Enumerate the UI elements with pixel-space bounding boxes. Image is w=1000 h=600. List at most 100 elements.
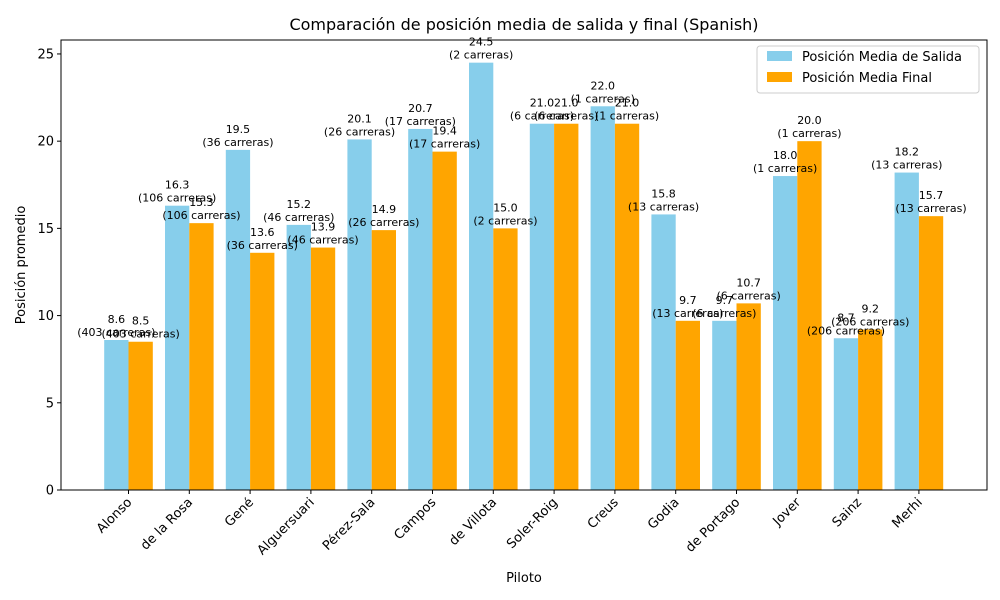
- x-tick-label-gene: Gené: [222, 495, 257, 530]
- legend-box: [756, 45, 980, 94]
- races-label-final-soler-roig: (6 carreras): [534, 110, 598, 123]
- races-label-final-sainz: (206 carreras): [831, 316, 909, 329]
- bar-salida-alonso: [104, 340, 129, 490]
- bar-salida-gene: [225, 149, 251, 490]
- y-axis: 0 5 10 15 20 25: [37, 47, 61, 499]
- races-label-salida-campos: (17 carreras): [385, 115, 456, 128]
- races-label-final-de-la-rosa: (106 carreras): [162, 209, 240, 222]
- data-label-salida-sainz: 8.7: [837, 311, 855, 324]
- races-label-salida-de-villota: (2 carreras): [449, 49, 513, 62]
- data-label-salida-alguersuari: 15.2: [287, 198, 312, 211]
- bar-salida-sainz: [833, 338, 859, 490]
- bar-final-sainz: [858, 329, 883, 490]
- bar-salida-de-villota: [469, 62, 494, 491]
- races-label-final-gene: (36 carreras): [227, 239, 298, 252]
- races-label-final-creus: (1 carreras): [595, 110, 659, 123]
- x-tick-label-alonso: Alonso: [94, 495, 135, 536]
- bar-salida-merhi: [894, 172, 919, 490]
- bar-salida-creus: [590, 106, 615, 490]
- bar-final-alguersuari: [310, 247, 336, 490]
- data-label-salida-de-villota: 24.5: [469, 36, 494, 49]
- y-tick-label-0: 0: [46, 484, 54, 499]
- races-label-salida-jover: (1 carreras): [753, 162, 817, 175]
- bar-final-perez-sala: [371, 230, 396, 490]
- data-label-salida-godia: 15.8: [651, 187, 676, 200]
- races-label-salida-alguersuari: (46 carreras): [263, 211, 334, 224]
- data-label-final-alonso: 8.5: [132, 315, 150, 328]
- x-tick-label-godia: Godia: [645, 495, 682, 532]
- data-label-final-soler-roig: 21.0: [554, 97, 579, 110]
- x-tick-label-sainz: Sainz: [830, 495, 865, 530]
- races-label-salida-gene: (36 carreras): [202, 136, 273, 149]
- races-label-final-godia: (13 carreras): [652, 307, 723, 320]
- data-label-salida-merhi: 18.2: [895, 146, 920, 159]
- races-label-salida-soler-roig: (6 carreras): [510, 110, 574, 123]
- data-label-salida-de-portago: 9.7: [716, 294, 734, 307]
- x-tick-label-creus: Creus: [585, 495, 622, 532]
- bar-final-soler-roig: [554, 123, 579, 490]
- y-axis-label: Posición promedio: [14, 206, 29, 325]
- data-label-final-merhi: 15.7: [919, 189, 944, 202]
- bar-final-creus: [614, 123, 640, 490]
- data-label-salida-campos: 20.7: [408, 102, 433, 115]
- bar-salida-soler-roig: [529, 123, 555, 490]
- x-tick-label-de-la-rosa: de la Rosa: [138, 495, 196, 553]
- x-tick-label-de-villota: de Villota: [446, 495, 500, 549]
- x-tick-label-campos: Campos: [391, 495, 439, 543]
- data-label-final-de-portago: 10.7: [736, 276, 761, 289]
- bars-layer: [104, 62, 944, 491]
- bar-final-gene: [250, 252, 275, 490]
- bar-salida-jover: [773, 176, 798, 491]
- bar-final-de-portago: [736, 303, 761, 490]
- bar-salida-campos: [408, 128, 433, 490]
- races-label-salida-de-la-rosa: (106 carreras): [138, 192, 216, 205]
- data-label-final-sainz: 9.2: [862, 303, 880, 316]
- races-label-final-de-portago: (6 carreras): [717, 289, 781, 302]
- bar-final-campos: [432, 151, 457, 490]
- bar-labels-layer: 8.6(403 carreras)8.5(403 carreras)16.3(1…: [77, 36, 966, 341]
- x-axis-label: Piloto: [506, 571, 542, 586]
- legend-label-final: Posición Media Final: [802, 71, 932, 86]
- plot-frame: [60, 39, 988, 491]
- data-label-salida-alonso: 8.6: [108, 313, 126, 326]
- races-label-salida-creus: (1 carreras): [571, 92, 635, 105]
- races-label-salida-sainz: (206 carreras): [807, 324, 885, 337]
- races-label-salida-perez-sala: (26 carreras): [324, 125, 395, 138]
- y-tick-label-25: 25: [37, 47, 54, 62]
- data-label-final-de-villota: 15.0: [493, 201, 518, 214]
- bar-salida-de-la-rosa: [165, 205, 190, 490]
- y-tick-label-15: 15: [37, 222, 54, 237]
- data-label-final-campos: 19.4: [432, 125, 457, 138]
- data-label-salida-soler-roig: 21.0: [530, 97, 555, 110]
- data-label-final-de-la-rosa: 15.3: [189, 196, 214, 209]
- x-tick-label-merhi: Merhi: [890, 495, 926, 531]
- data-label-final-creus: 21.0: [615, 97, 640, 110]
- races-label-final-de-villota: (2 carreras): [473, 214, 537, 227]
- races-label-final-jover: (1 carreras): [777, 127, 841, 140]
- bar-final-merhi: [918, 216, 944, 490]
- data-label-salida-creus: 22.0: [591, 79, 616, 92]
- races-label-salida-godia: (13 carreras): [628, 200, 699, 213]
- bar-final-de-la-rosa: [189, 223, 214, 490]
- data-label-final-godia: 9.7: [679, 294, 697, 307]
- bar-final-de-villota: [493, 228, 518, 490]
- bar-salida-alguersuari: [286, 224, 311, 490]
- y-tick-label-20: 20: [37, 135, 54, 150]
- x-tick-label-alguersuari: Alguersuari: [255, 495, 318, 558]
- bar-salida-godia: [651, 214, 676, 491]
- data-label-salida-jover: 18.0: [773, 149, 798, 162]
- legend-swatch-salida: [767, 51, 792, 61]
- races-label-salida-de-portago: (6 carreras): [692, 307, 756, 320]
- data-label-salida-perez-sala: 20.1: [347, 112, 372, 125]
- bar-final-jover: [797, 141, 822, 490]
- x-tick-label-perez-sala: Pérez-Sala: [320, 495, 379, 554]
- bar-final-godia: [675, 320, 700, 490]
- races-label-final-perez-sala: (26 carreras): [348, 216, 419, 229]
- y-tick-label-5: 5: [46, 396, 54, 411]
- legend: Posición Media de Salida Posición Media …: [756, 45, 980, 94]
- x-tick-label-de-portago: de Portago: [683, 495, 743, 555]
- chart-title: Comparación de posición media de salida …: [289, 15, 758, 34]
- data-label-final-perez-sala: 14.9: [372, 203, 397, 216]
- races-label-salida-alonso: (403 carreras): [77, 326, 155, 339]
- y-tick-label-10: 10: [37, 309, 54, 324]
